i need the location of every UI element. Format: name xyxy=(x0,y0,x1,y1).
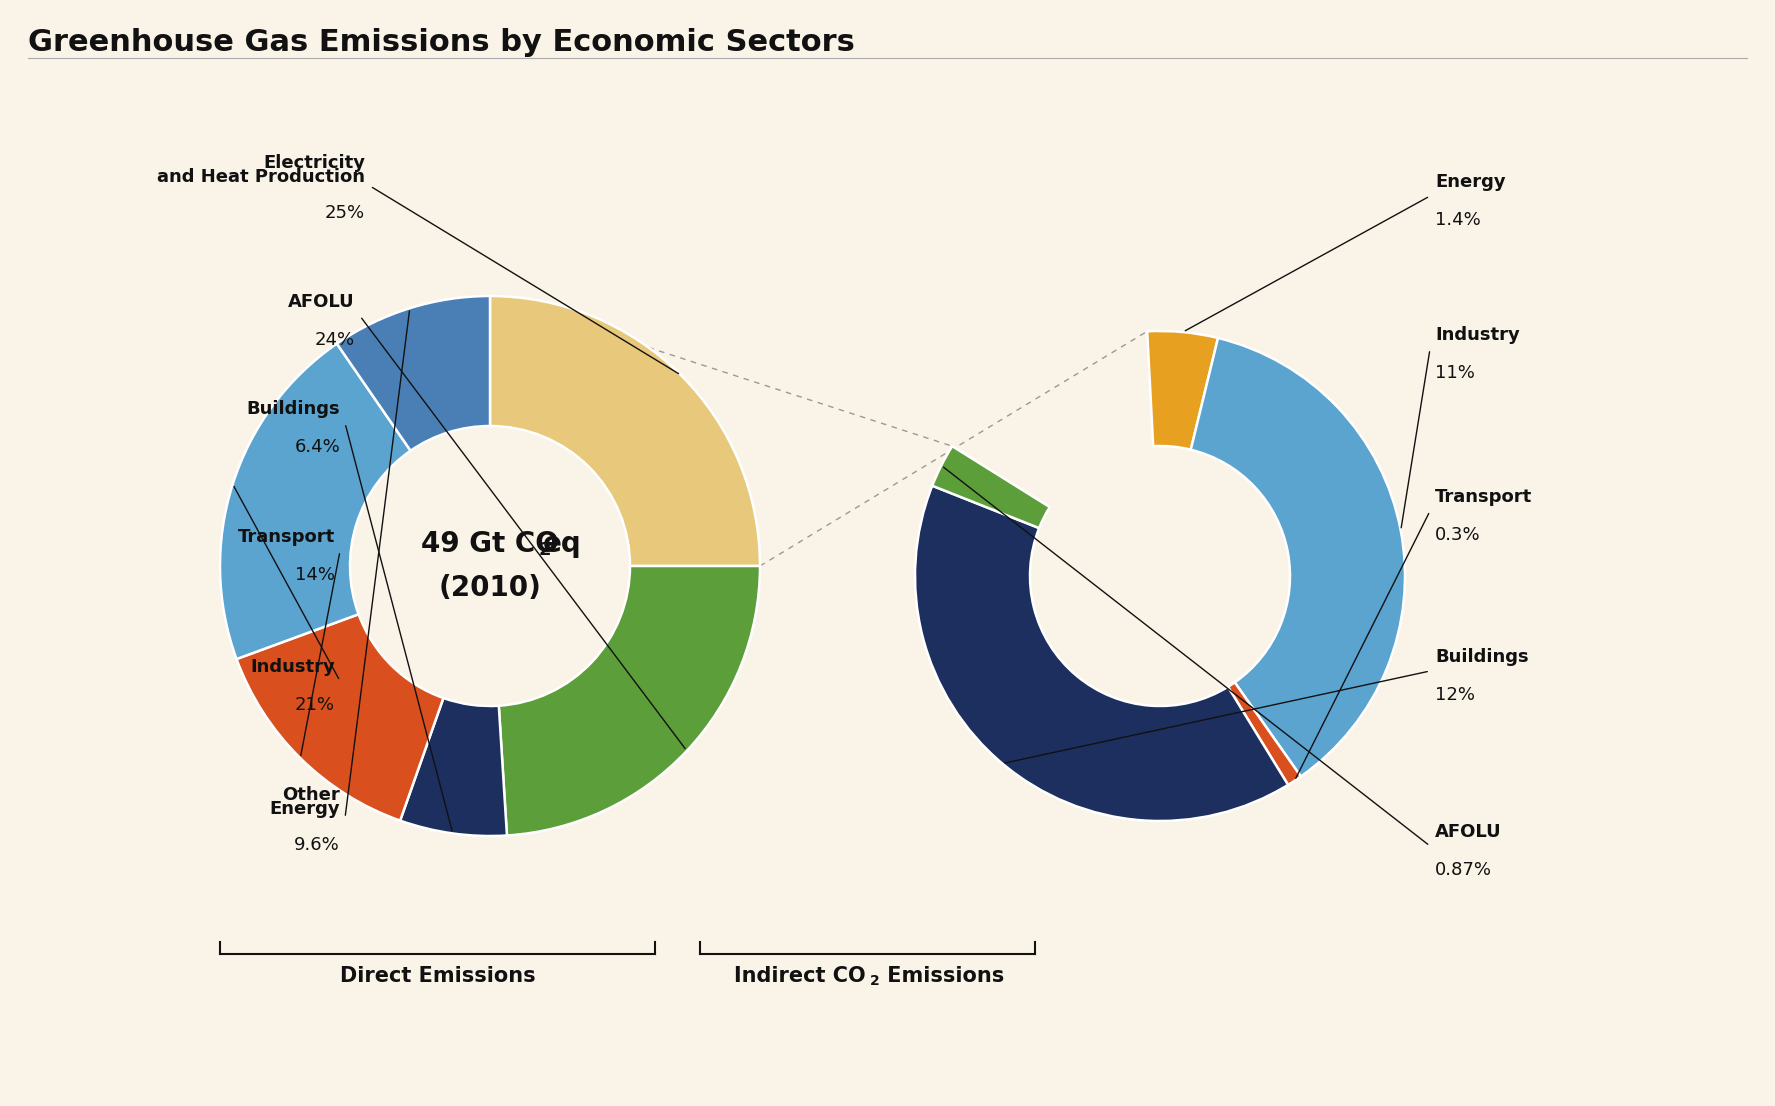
Text: 0.3%: 0.3% xyxy=(1434,526,1480,544)
Text: AFOLU: AFOLU xyxy=(288,293,355,311)
Text: Energy: Energy xyxy=(270,800,341,818)
Text: Indirect CO: Indirect CO xyxy=(733,966,866,987)
Wedge shape xyxy=(337,296,490,451)
Text: AFOLU: AFOLU xyxy=(1434,823,1502,841)
Text: Buildings: Buildings xyxy=(1434,648,1528,666)
Text: Transport: Transport xyxy=(1434,488,1532,507)
Wedge shape xyxy=(220,344,410,659)
Text: 12%: 12% xyxy=(1434,686,1475,705)
Text: 9.6%: 9.6% xyxy=(295,836,341,854)
Wedge shape xyxy=(236,614,444,821)
Text: Direct Emissions: Direct Emissions xyxy=(339,966,536,987)
Text: 25%: 25% xyxy=(325,204,366,222)
Text: and Heat Production: and Heat Production xyxy=(156,168,366,186)
Text: Energy: Energy xyxy=(1434,173,1505,191)
Text: Other: Other xyxy=(282,786,341,804)
Text: Transport: Transport xyxy=(238,528,335,546)
Text: 6.4%: 6.4% xyxy=(295,438,341,456)
Text: Industry: Industry xyxy=(250,658,335,676)
Text: 2: 2 xyxy=(540,541,552,559)
Text: Emissions: Emissions xyxy=(879,966,1003,987)
Wedge shape xyxy=(914,486,1289,821)
Text: 2: 2 xyxy=(870,974,879,988)
Text: 21%: 21% xyxy=(295,696,335,714)
Wedge shape xyxy=(1191,338,1406,776)
Text: Industry: Industry xyxy=(1434,326,1519,344)
Text: (2010): (2010) xyxy=(438,574,541,602)
Wedge shape xyxy=(932,446,1049,528)
Text: 49 Gt CO: 49 Gt CO xyxy=(421,530,559,559)
Text: 11%: 11% xyxy=(1434,364,1475,382)
Text: eq: eq xyxy=(543,530,582,559)
Text: Greenhouse Gas Emissions by Economic Sectors: Greenhouse Gas Emissions by Economic Sec… xyxy=(28,28,856,58)
Text: 1.4%: 1.4% xyxy=(1434,211,1480,229)
Text: 0.87%: 0.87% xyxy=(1434,860,1493,879)
Wedge shape xyxy=(490,296,760,566)
Text: Buildings: Buildings xyxy=(247,400,341,418)
Text: Electricity: Electricity xyxy=(263,154,366,173)
Text: 14%: 14% xyxy=(295,566,335,584)
Wedge shape xyxy=(499,566,760,835)
Wedge shape xyxy=(399,698,508,836)
Wedge shape xyxy=(1228,682,1301,785)
Wedge shape xyxy=(1147,331,1218,450)
Text: 24%: 24% xyxy=(314,331,355,349)
